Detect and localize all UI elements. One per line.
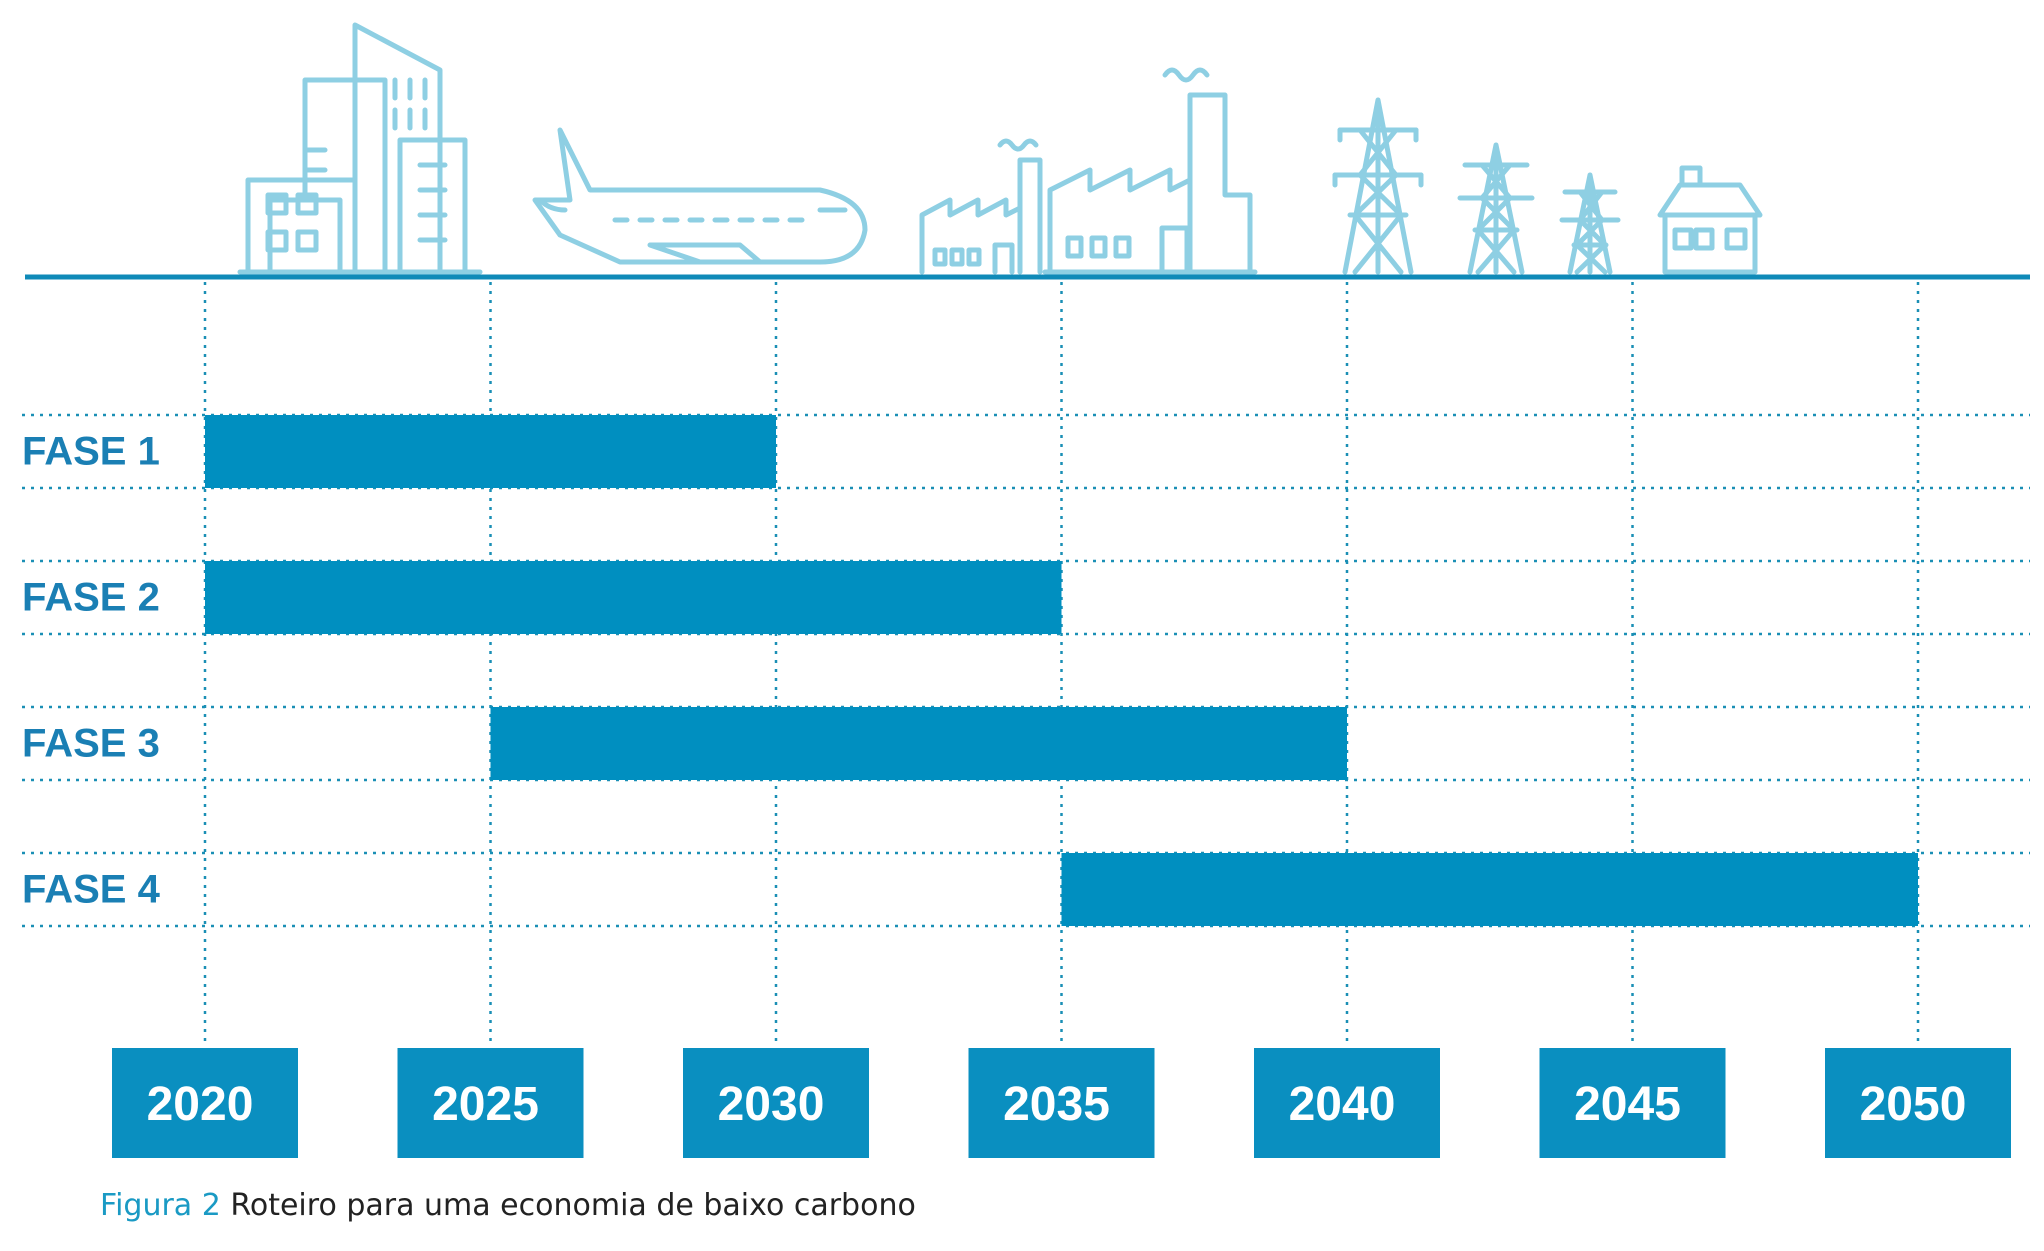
airplane-icon bbox=[532, 127, 868, 265]
phase-label: FASE 2 bbox=[22, 576, 160, 620]
year-tick-label: 2050 bbox=[1860, 1078, 1967, 1131]
phase-bar bbox=[1061, 853, 1918, 926]
grid-lines bbox=[22, 282, 2030, 1046]
year-tick-box bbox=[1254, 1048, 1440, 1158]
year-tick-label: 2030 bbox=[718, 1078, 825, 1131]
phase-label: FASE 3 bbox=[22, 722, 160, 766]
power-tower-medium-icon bbox=[1457, 142, 1535, 275]
phase-bar bbox=[490, 707, 1347, 780]
caption-text: Roteiro para uma economia de baixo carbo… bbox=[230, 1188, 916, 1223]
year-tick-label: 2040 bbox=[1289, 1078, 1396, 1131]
phase-labels: FASE 1 FASE 2 FASE 3 FASE 4 bbox=[22, 430, 161, 912]
phase-label: FASE 4 bbox=[22, 868, 161, 912]
power-tower-small-icon bbox=[1559, 172, 1621, 275]
year-tick-box bbox=[397, 1048, 584, 1158]
year-tick-box bbox=[1539, 1048, 1726, 1158]
year-tick-label: 2045 bbox=[1574, 1078, 1681, 1131]
house-icon bbox=[1657, 165, 1763, 275]
year-tick-box bbox=[683, 1048, 869, 1158]
figure-caption: Figura 2 Roteiro para uma economia de ba… bbox=[100, 1188, 916, 1223]
skyline-illustration bbox=[237, 22, 1763, 275]
buildings-icon bbox=[237, 22, 483, 275]
year-tick-box bbox=[1825, 1048, 2011, 1158]
phase-bar bbox=[205, 561, 1062, 634]
phase-label: FASE 1 bbox=[22, 430, 160, 474]
phase-bar bbox=[205, 415, 776, 488]
phase-bars bbox=[205, 415, 1918, 926]
year-tick-box bbox=[112, 1048, 298, 1158]
year-tick-box bbox=[968, 1048, 1155, 1158]
year-tick-label: 2025 bbox=[432, 1078, 539, 1131]
caption-prefix: Figura 2 bbox=[100, 1188, 221, 1223]
factory-small-icon bbox=[919, 138, 1043, 275]
year-tick-label: 2020 bbox=[147, 1078, 254, 1131]
power-tower-large-icon bbox=[1332, 97, 1424, 275]
year-axis: 2020 2025 2030 2035 2040 2045 2050 bbox=[112, 1048, 2011, 1158]
year-tick-label: 2035 bbox=[1003, 1078, 1110, 1131]
factory-large-icon bbox=[1042, 67, 1258, 275]
